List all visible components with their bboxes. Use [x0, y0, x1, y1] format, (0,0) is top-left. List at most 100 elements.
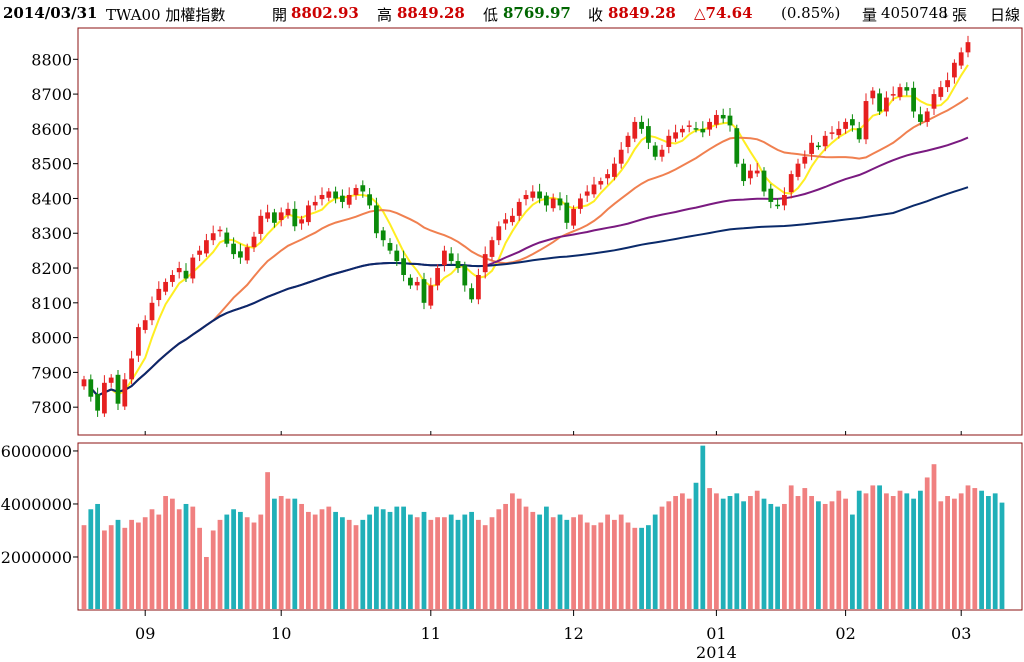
candle-body [911, 87, 916, 112]
candle-body [115, 374, 121, 404]
volume-bar [340, 517, 345, 609]
price-tick-label: 8700 [31, 85, 72, 104]
volume-bar [924, 477, 930, 609]
candle-body [863, 101, 869, 140]
candle-body [686, 125, 692, 127]
candle-body [455, 261, 461, 269]
volume-bar [652, 514, 658, 609]
candle-body [625, 135, 631, 147]
candle-body [265, 212, 270, 219]
volume-bar [516, 498, 522, 609]
volume-bar [238, 511, 243, 609]
volume-bar [129, 519, 134, 609]
ma5-line [90, 64, 969, 397]
candle-body [408, 277, 413, 286]
volume-bar [605, 514, 610, 609]
candle-body [367, 194, 372, 206]
volume-bar [788, 485, 794, 609]
volume-bar [108, 525, 114, 609]
x-tick-label: 02 [835, 624, 855, 643]
candle-body [170, 274, 175, 282]
candle-body [326, 191, 332, 198]
candle-body [190, 257, 196, 279]
volume-value: 4050748 [881, 4, 948, 22]
candle-body [244, 247, 250, 261]
candle-body [544, 195, 549, 206]
volume-bar [170, 498, 175, 609]
candle-body [748, 170, 753, 179]
candle-body [741, 163, 746, 182]
candle-body [639, 121, 644, 129]
volume-bar [482, 525, 488, 609]
volume-bar [870, 485, 876, 609]
candle-body [659, 149, 665, 157]
candle-body [496, 226, 502, 241]
volume-bar [183, 503, 189, 609]
volume-bar [734, 493, 740, 609]
candle-body [775, 204, 780, 207]
volume-bar [918, 490, 923, 609]
volume-bar [292, 498, 298, 609]
volume-bar [965, 485, 971, 609]
volume-tick-label: 2000000 [1, 548, 72, 567]
volume-bar [843, 498, 848, 609]
candle-body [292, 208, 298, 227]
volume-down-arrow-icon: ↓ [939, 4, 952, 22]
price-tick-label: 8800 [31, 50, 72, 69]
low-value: 8769.97 [503, 4, 571, 22]
candle-body [584, 191, 590, 196]
high-value: 8849.28 [397, 4, 465, 22]
candle-body [564, 202, 570, 223]
volume-bar [632, 527, 638, 609]
volume-bar [639, 527, 644, 609]
volume-bar [435, 517, 440, 609]
candle-body [435, 268, 440, 286]
candle-body [387, 242, 393, 251]
change-percent: (0.85%) [781, 4, 841, 22]
volume-bar [428, 519, 434, 609]
candle-body [754, 170, 760, 174]
candle-body [897, 87, 903, 97]
candle-body [278, 212, 284, 221]
volume-bar [251, 522, 257, 609]
volume-bar [646, 525, 651, 609]
close-label: 收 [588, 6, 604, 24]
candle-body [333, 191, 338, 199]
volume-bar [142, 517, 148, 609]
volume-bar [686, 498, 692, 609]
candle-body [353, 188, 359, 195]
candle-body [469, 288, 474, 300]
volume-bar [190, 506, 196, 609]
candle-body [856, 128, 862, 140]
low-label: 低 [483, 6, 499, 24]
ma20-line [90, 96, 969, 397]
volume-bar [863, 493, 869, 609]
candle-body [421, 279, 427, 303]
volume-bar [265, 472, 270, 609]
volume-bar [625, 522, 631, 609]
candle-body [299, 219, 304, 224]
volume-bar [408, 514, 413, 609]
candle-body [482, 254, 488, 273]
volume-bar [564, 519, 570, 609]
volume-bar [952, 498, 957, 609]
volume-tick-label: 4000000 [1, 495, 72, 514]
candle-body [904, 87, 910, 91]
volume-bar [244, 517, 250, 609]
volume-bar [224, 514, 230, 609]
volume-bar [360, 519, 366, 609]
candle-body [537, 191, 542, 199]
volume-bar [204, 556, 209, 609]
volume-bar [197, 527, 202, 609]
volume-bar [741, 501, 746, 609]
candle-body [720, 114, 726, 119]
volume-bar [319, 509, 325, 609]
year-label: 2014 [696, 643, 737, 662]
volume-label: 量 [862, 6, 878, 24]
volume-bar [897, 490, 903, 609]
volume-bar [387, 511, 393, 609]
volume-bar [748, 496, 753, 609]
volume-bar [931, 464, 937, 609]
candle-body [884, 97, 889, 112]
